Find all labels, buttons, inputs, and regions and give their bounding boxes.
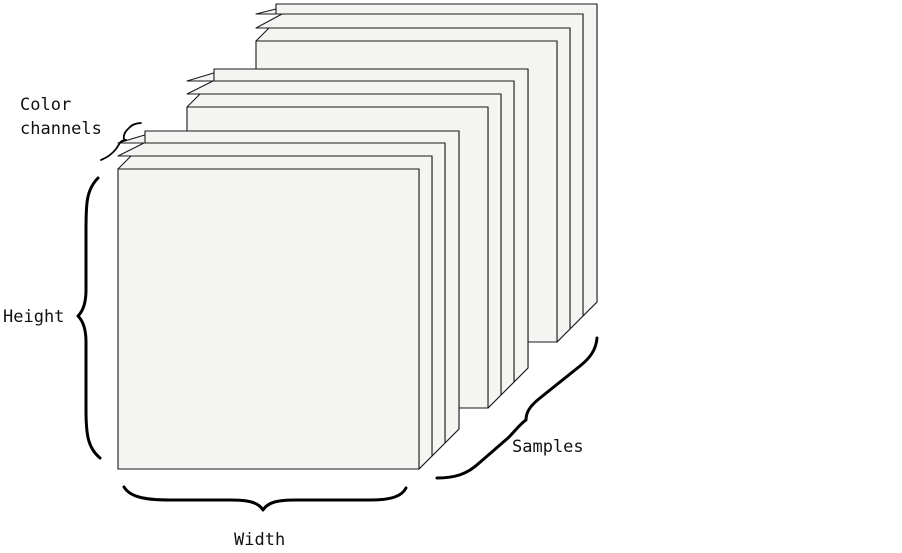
color-channels-label-line1: Color [20, 95, 71, 115]
color-channels-label-line2: channels [20, 119, 102, 139]
width-label: Width [234, 530, 285, 550]
height-label: Height [3, 307, 64, 327]
front-sample-stack [117, 130, 460, 470]
samples-brace [435, 336, 599, 480]
front-sample-channel-1 [117, 155, 433, 470]
color-channels-brace [100, 122, 142, 161]
width-brace [122, 485, 408, 512]
height-brace [76, 176, 102, 460]
samples-label: Samples [512, 437, 584, 457]
